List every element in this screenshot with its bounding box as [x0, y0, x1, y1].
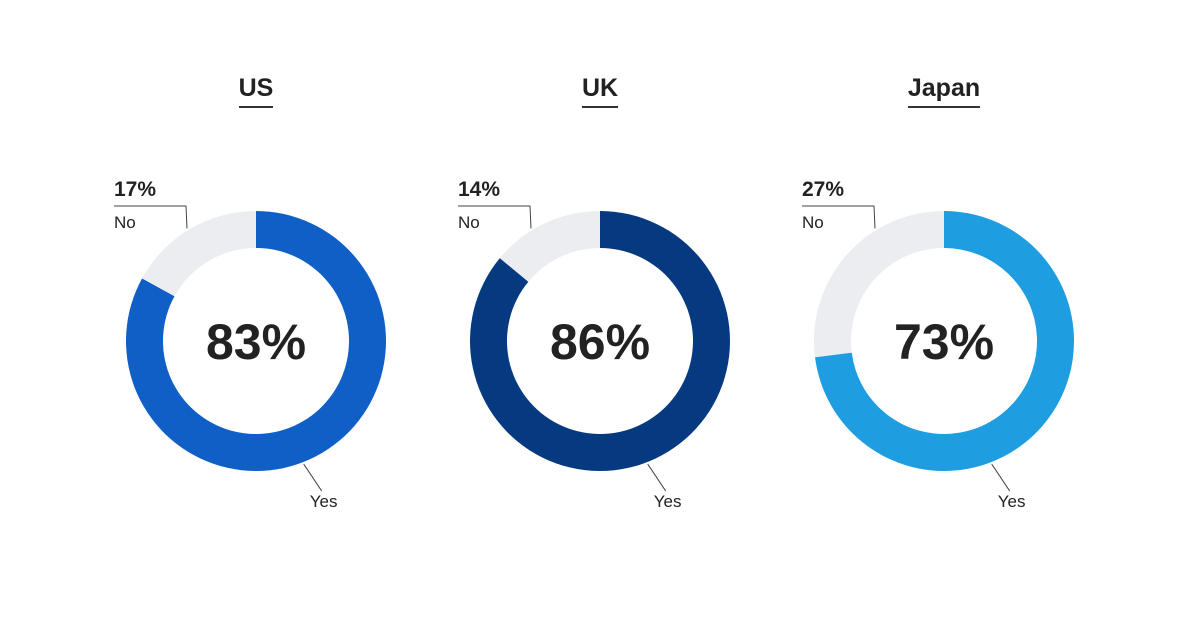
donut-svg: 73% 27% No Yes: [802, 178, 1074, 511]
slice-no: [142, 211, 256, 297]
category-label-no: No: [114, 213, 136, 232]
category-label-no: No: [802, 213, 824, 232]
value-label-no: 27%: [802, 178, 844, 201]
leader-line-no: [114, 205, 188, 229]
leader-line-no: [458, 205, 532, 229]
value-label-no: 14%: [458, 178, 500, 201]
donut-chart-us: US 83% 17% No Yes: [56, 0, 456, 620]
slice-no: [814, 211, 944, 358]
slice-no: [499, 211, 600, 282]
chart-title: Japan: [907, 72, 981, 108]
center-value: 73%: [894, 314, 994, 370]
leader-line-yes: [647, 463, 667, 492]
category-label-no: No: [458, 213, 480, 232]
center-value: 86%: [550, 314, 650, 370]
donut-chart-uk: UK 86% 14% No Yes: [400, 0, 800, 620]
category-label-yes: Yes: [310, 492, 338, 511]
chart-title: US: [238, 72, 274, 108]
chart-title: UK: [581, 72, 619, 108]
category-label-yes: Yes: [654, 492, 682, 511]
category-label-yes: Yes: [998, 492, 1026, 511]
leader-line-yes: [303, 463, 323, 492]
donut-svg: 86% 14% No Yes: [458, 178, 730, 511]
leader-line-no: [802, 205, 876, 229]
donut-chart-japan: Japan 73% 27% No Yes: [744, 0, 1144, 620]
donut-svg: 83% 17% No Yes: [114, 178, 386, 511]
center-value: 83%: [206, 314, 306, 370]
value-label-no: 17%: [114, 178, 156, 201]
leader-line-yes: [991, 463, 1011, 492]
